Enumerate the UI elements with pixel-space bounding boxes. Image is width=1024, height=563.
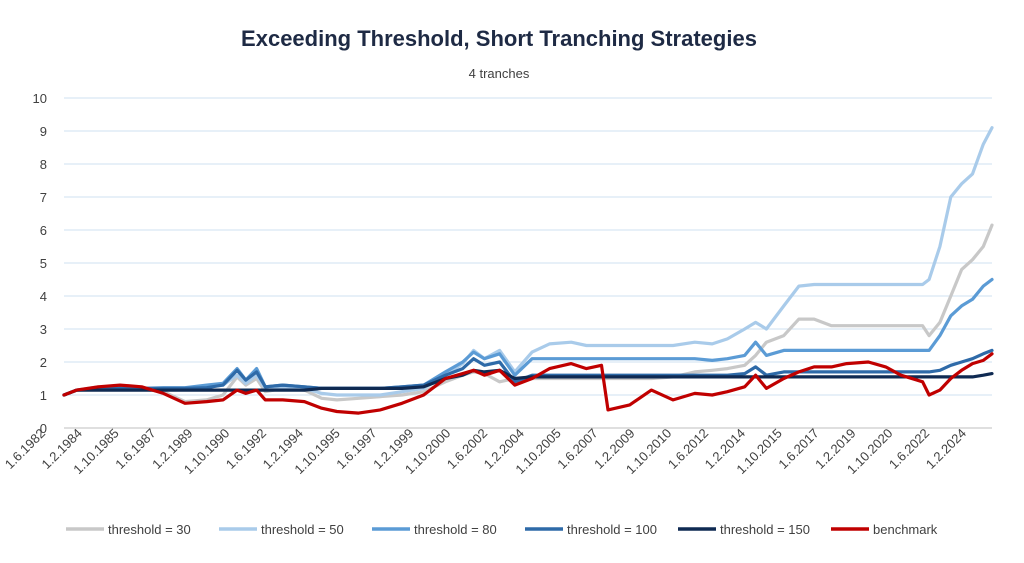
y-tick-label: 5 — [40, 256, 47, 271]
legend-label: threshold = 30 — [108, 522, 191, 537]
legend-label: threshold = 150 — [720, 522, 810, 537]
legend-label: threshold = 100 — [567, 522, 657, 537]
y-tick-label: 10 — [33, 91, 47, 106]
legend: threshold = 30 threshold = 50 threshold = … — [66, 522, 938, 537]
y-tick-label: 4 — [40, 289, 47, 304]
series-line-1 — [62, 126, 994, 397]
y-tick-label: 7 — [40, 190, 47, 205]
series-line-3 — [62, 348, 994, 397]
y-tick-label: 9 — [40, 124, 47, 139]
legend-label: threshold = 80 — [414, 522, 497, 537]
y-tick-label: 0 — [40, 421, 47, 436]
series-lines — [62, 126, 994, 415]
chart-subtitle: 4 tranches — [469, 66, 530, 81]
y-tick-label: 1 — [40, 388, 47, 403]
legend-label: benchmark — [873, 522, 938, 537]
legend-label: threshold = 50 — [261, 522, 344, 537]
y-tick-label: 6 — [40, 223, 47, 238]
series-line-4 — [62, 368, 994, 397]
chart-title: Exceeding Threshold, Short Tranching Str… — [241, 26, 757, 51]
x-axis-ticks: 1.6.19821.2.19841.10.19851.6.19871.2.198… — [2, 426, 969, 478]
series-line-5 — [62, 352, 994, 415]
y-tick-label: 8 — [40, 157, 47, 172]
y-tick-label: 3 — [40, 322, 47, 337]
y-tick-label: 2 — [40, 355, 47, 370]
x-tick-label: 1.2.2024 — [923, 426, 969, 472]
y-axis-ticks: 0 1 2 3 4 5 6 7 8 9 10 — [33, 91, 47, 436]
